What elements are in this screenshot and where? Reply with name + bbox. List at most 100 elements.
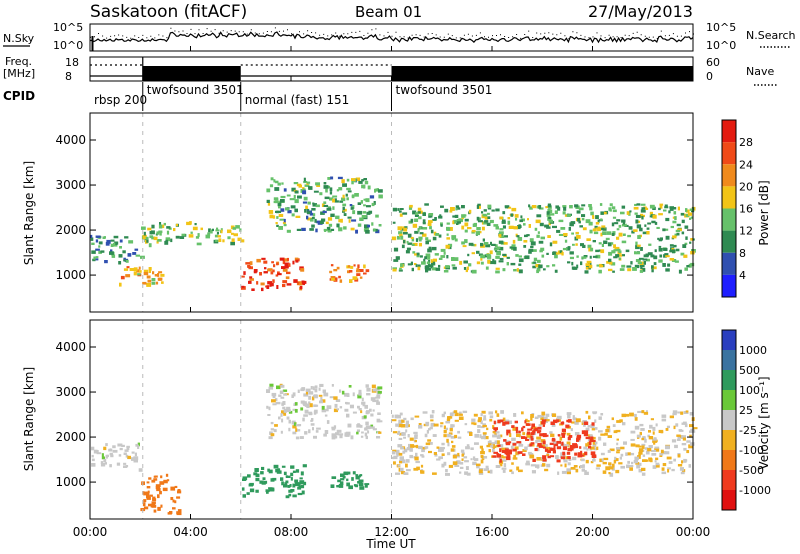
- vel-map-cell: [172, 507, 176, 510]
- power-map-cell: [290, 205, 296, 209]
- vel-map-cell: [542, 440, 546, 445]
- vel-map-cell: [627, 460, 630, 464]
- x-tick-label: 04:00: [173, 525, 208, 539]
- power-map-cell: [352, 276, 358, 280]
- vel-map-cell: [176, 496, 181, 499]
- vel-map-cell: [497, 419, 501, 424]
- power-map-cell: [323, 182, 327, 185]
- power-map-cell: [480, 258, 483, 261]
- power-map-cell: [303, 177, 306, 182]
- vel-map-cell: [511, 437, 516, 441]
- vel-map-cell: [546, 463, 551, 468]
- vel-map-cell: [126, 447, 130, 450]
- power-map-cell: [430, 259, 433, 263]
- power-map-cell: [364, 225, 368, 229]
- power-map-cell: [125, 259, 129, 263]
- power-map-cell: [663, 254, 667, 258]
- power-map-cell: [346, 197, 349, 201]
- vel-map-cell: [445, 473, 450, 476]
- vel-map-cell: [166, 479, 170, 482]
- power-map-cell: [361, 179, 365, 182]
- vel-map-cell: [345, 402, 350, 405]
- power-map-cell: [430, 214, 433, 218]
- vel-map-cell: [561, 421, 564, 425]
- vel-map-cell: [306, 405, 310, 409]
- vel-map-cell: [357, 423, 360, 427]
- vel-map-cell: [426, 429, 429, 434]
- power-map-cell: [295, 259, 299, 263]
- vel-map-cell: [623, 441, 627, 445]
- power-map-cell: [603, 240, 608, 244]
- power-map-cell: [298, 184, 302, 188]
- vel-map-cell: [339, 406, 343, 409]
- vel-map-cell: [516, 466, 520, 471]
- vel-map-cell: [470, 447, 474, 450]
- vel-map-cell: [414, 456, 419, 461]
- power-colorbar-swatch: [722, 252, 736, 275]
- vel-map-cell: [608, 462, 612, 466]
- power-map-cell: [156, 240, 159, 244]
- vel-map-cell: [297, 492, 303, 496]
- vel-map-cell: [143, 491, 148, 496]
- power-map-cell: [567, 246, 571, 250]
- power-map-cell: [274, 187, 280, 191]
- power-map-cell: [232, 227, 237, 230]
- power-map-cell: [276, 224, 279, 227]
- power-map-cell: [640, 203, 646, 206]
- vel-map-cell: [625, 452, 628, 456]
- vel-map-cell: [123, 465, 128, 468]
- power-map-cell: [282, 284, 286, 288]
- power-map-cell: [569, 205, 573, 209]
- x-tick-label: 08:00: [274, 525, 309, 539]
- vel-map-cell: [559, 436, 563, 441]
- power-map-cell: [406, 240, 409, 244]
- vel-yaxis-label: 2000: [55, 430, 86, 444]
- vel-map-cell: [645, 410, 648, 413]
- vel-map-cell: [660, 449, 664, 454]
- vel-map-cell: [492, 455, 497, 458]
- power-map-cell: [351, 195, 355, 198]
- power-map-cell: [133, 267, 138, 272]
- power-map-cell: [658, 248, 663, 252]
- vel-map-cell: [246, 492, 250, 495]
- vel-map-cell: [566, 432, 571, 436]
- vel-map-cell: [134, 452, 137, 457]
- vel-map-cell: [542, 433, 547, 438]
- vel-map-cell: [365, 411, 369, 415]
- power-map-cell: [653, 262, 657, 266]
- vel-map-cell: [281, 465, 286, 468]
- vel-map-cell: [622, 422, 626, 426]
- power-map-cell: [482, 213, 487, 217]
- power-map-cell: [327, 177, 331, 180]
- power-map-cell: [528, 250, 532, 254]
- vel-map-cell: [618, 462, 623, 465]
- power-map-cell: [575, 231, 579, 235]
- vel-map-cell: [285, 409, 291, 413]
- power-map-cell: [275, 180, 279, 184]
- vel-map-cell: [407, 434, 410, 438]
- vel-map-cell: [339, 481, 344, 485]
- power-map-cell: [486, 212, 490, 215]
- vel-map-cell: [432, 434, 437, 437]
- vel-map-cell: [584, 451, 588, 456]
- vel-map-cell: [648, 457, 652, 460]
- power-map-cell: [364, 180, 369, 185]
- vel-map-cell: [294, 422, 297, 427]
- vel-map-cell: [464, 423, 468, 426]
- vel-map-cell: [285, 475, 288, 478]
- power-map-cell: [464, 229, 468, 233]
- power-map-cell: [403, 227, 408, 232]
- power-map-cell: [452, 215, 457, 218]
- power-map-cell: [685, 208, 688, 212]
- power-map-cell: [686, 265, 690, 268]
- power-map-cell: [636, 251, 641, 255]
- vel-map-cell: [312, 427, 314, 431]
- vel-map-cell: [376, 436, 381, 439]
- power-map-cell: [612, 270, 615, 273]
- power-map-cell: [537, 259, 541, 263]
- vel-map-cell: [662, 463, 667, 467]
- power-map-cell: [358, 180, 363, 184]
- power-map-cell: [499, 235, 505, 238]
- vel-map-cell: [450, 424, 454, 428]
- power-colorbar-swatch: [722, 208, 736, 231]
